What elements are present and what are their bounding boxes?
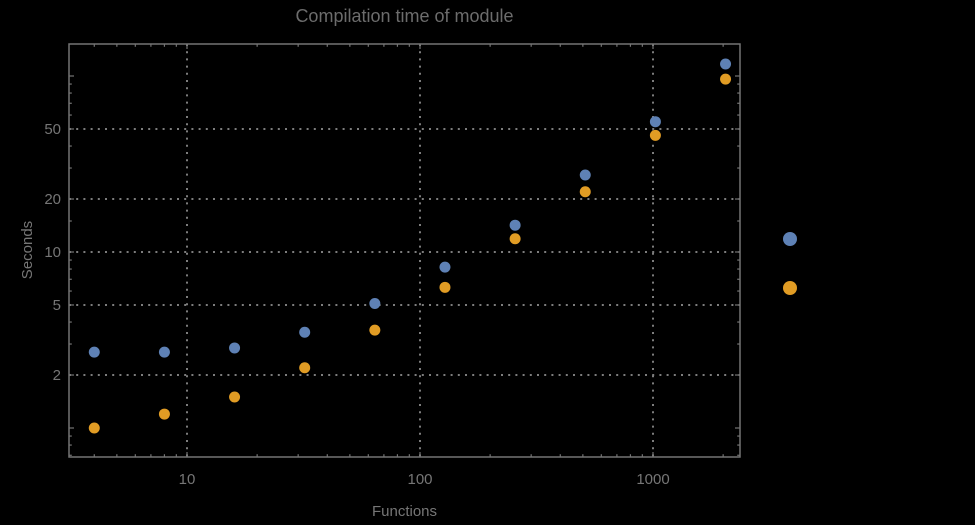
data-point-series-2 <box>299 362 311 374</box>
data-point-series-1 <box>88 346 100 358</box>
data-point-series-2 <box>579 186 591 198</box>
data-point-series-1 <box>158 346 170 358</box>
data-point-series-1 <box>579 169 591 181</box>
y-axis-label: Seconds <box>19 220 36 280</box>
data-point-series-1 <box>229 342 241 354</box>
y-tick-label: 5 <box>53 297 61 314</box>
data-point-series-2 <box>720 73 732 85</box>
x-tick-label: 10 <box>179 471 196 488</box>
x-axis-label: Functions <box>371 503 438 520</box>
x-tick-label: 100 <box>407 471 432 488</box>
data-point-series-1 <box>369 297 381 309</box>
data-point-series-1 <box>649 116 661 128</box>
data-point-series-2 <box>229 391 241 403</box>
data-point-series-1 <box>509 219 521 231</box>
legend-marker-series-1 <box>783 232 797 246</box>
data-point-series-2 <box>369 324 381 336</box>
x-tick-label: 1000 <box>636 471 669 488</box>
data-point-series-1 <box>299 326 311 338</box>
data-point-series-2 <box>439 281 451 293</box>
data-point-series-1 <box>439 261 451 273</box>
chart-title: Compilation time of module <box>295 6 514 26</box>
data-point-series-1 <box>720 58 732 70</box>
data-point-series-2 <box>649 129 661 141</box>
data-point-series-2 <box>88 422 100 434</box>
y-tick-label: 50 <box>44 121 61 138</box>
data-point-series-2 <box>158 408 170 420</box>
y-tick-label: 20 <box>44 191 61 208</box>
legend-marker-series-2 <box>783 281 797 295</box>
plot-frame <box>68 43 741 458</box>
y-tick-label: 2 <box>53 367 61 384</box>
data-point-series-2 <box>509 233 521 245</box>
y-tick-label: 10 <box>44 244 61 261</box>
